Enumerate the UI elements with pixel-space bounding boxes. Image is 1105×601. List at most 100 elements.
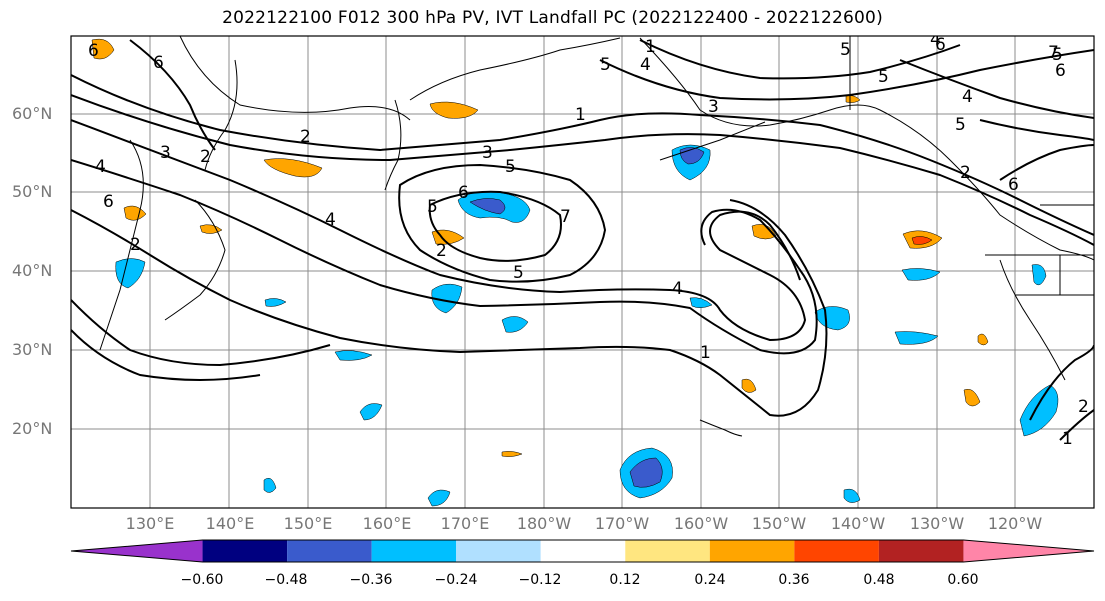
map-title: 2022122100 F012 300 hPa PV, IVT Landfall…: [222, 8, 883, 28]
contour-label: 6: [458, 183, 469, 203]
contour-label: 5: [840, 40, 851, 60]
pv-contour-line: [71, 74, 1094, 236]
contour-label: 1: [700, 343, 711, 363]
pv-contour-line: [398, 163, 607, 283]
contour-label: 2: [130, 235, 141, 255]
contour-label: 5: [513, 263, 524, 283]
colorbar-tick-label: 0.60: [947, 572, 979, 588]
negative-anomaly-region: [427, 489, 451, 507]
colorbar-tick-label: −0.12: [518, 572, 562, 588]
colorbar-tick-label: −0.48: [264, 572, 308, 588]
positive-anomaly-region: [741, 378, 757, 393]
negative-anomaly-region: [264, 298, 287, 307]
pv-contour-line: [599, 49, 1094, 101]
contour-label: 5: [600, 55, 611, 75]
contour-label: 4: [325, 210, 336, 230]
colorbar-tick-label: 0.48: [863, 572, 895, 588]
lat-label-30n: 30°N: [12, 340, 53, 359]
contour-labels: 1 2 3 4 5 6 1 2 3 4 5 6 5 6 5 4 1 3 2 4 …: [88, 30, 1089, 449]
negative-anomaly-region: [1019, 384, 1059, 437]
contour-label: 1: [645, 37, 656, 57]
coastline-california: [999, 259, 1066, 381]
contour-label: 4: [930, 30, 941, 50]
colorbar-outline: [70, 539, 1095, 563]
lon-label: 170°E: [440, 514, 490, 533]
contour-label: 4: [95, 157, 106, 177]
contour-label: 5: [427, 197, 438, 217]
pv-contour-line: [1059, 409, 1094, 441]
colorbar-extend-min: [71, 540, 203, 562]
negative-anomaly-region: [263, 478, 277, 493]
negative-anomaly-region: [894, 331, 939, 345]
colorbar-segment: [287, 540, 372, 562]
contour-label: 5: [1052, 45, 1063, 65]
map-frame: [70, 35, 1095, 509]
pv-contour-line: [71, 329, 261, 381]
contour-label: 2: [200, 147, 211, 167]
negative-anomaly-region: [843, 488, 861, 503]
lat-label-40n: 40°N: [12, 261, 53, 280]
lon-label: 150°W: [751, 514, 807, 533]
lon-label: 140°W: [830, 514, 886, 533]
positive-anomaly-region: [263, 158, 323, 178]
contour-label: 5: [878, 67, 889, 87]
contour-label: 2: [436, 241, 447, 261]
colorbar-segment: [202, 540, 288, 562]
colorbar-extend-max: [963, 540, 1094, 562]
positive-anomaly-region: [977, 333, 989, 346]
contour-label: 6: [153, 53, 164, 73]
pv-contour-line: [71, 94, 1094, 246]
pv-contour-line: [1029, 344, 1094, 421]
pv-contour-line: [899, 59, 1094, 119]
negative-anomaly-region: [1031, 264, 1047, 286]
pv-contour-line: [71, 299, 331, 367]
colorbar-tick-label: 0.36: [778, 572, 810, 588]
colorbar-segment: [709, 540, 795, 562]
positive-anomaly-region: [91, 38, 115, 60]
positive-anomaly-region: [429, 101, 479, 119]
contour-label: 6: [1055, 61, 1066, 81]
colorbar-segment: [371, 540, 457, 562]
contour-label: 2: [300, 127, 311, 147]
pv-contour-line: [428, 190, 562, 262]
pv-contour-line: [71, 119, 807, 342]
pv-contour-line: [999, 144, 1094, 181]
coastline-asia-mainland: [99, 139, 144, 351]
colorbar-tick-label: 0.24: [694, 572, 726, 588]
positive-anomaly-region: [199, 224, 223, 234]
contour-label: 4: [962, 87, 973, 107]
pv-contour-line: [71, 199, 828, 417]
contour-label: 3: [160, 143, 171, 163]
contour-label: 3: [708, 97, 719, 117]
coastline-japan: [164, 199, 226, 321]
pc-shading: [91, 38, 1059, 507]
lon-label: 140°E: [205, 514, 255, 533]
colorbar-segment: [625, 540, 710, 562]
pv-contour-line: [71, 159, 818, 355]
contour-label: 2: [960, 163, 971, 183]
lon-label: 150°E: [283, 514, 333, 533]
lat-label-20n: 20°N: [12, 419, 53, 438]
contour-label: 1: [575, 105, 586, 125]
lon-label: 130°E: [125, 514, 175, 533]
contour-label: 7: [560, 207, 571, 227]
negative-anomaly-core: [469, 198, 506, 215]
coastline-hawaii: [699, 419, 743, 437]
pv-contour-line: [129, 39, 216, 151]
coastline-siberia: [179, 36, 411, 121]
negative-anomaly-region: [334, 350, 373, 361]
contour-label: 5: [955, 115, 966, 135]
positive-anomaly-region: [751, 224, 777, 240]
contour-label: 6: [88, 41, 99, 61]
lon-label: 130°W: [909, 514, 965, 533]
negative-anomaly-region: [359, 403, 383, 421]
lon-label: 160°E: [362, 514, 412, 533]
colorbar-segment: [878, 540, 964, 562]
lon-label: 120°W: [987, 514, 1043, 533]
positive-anomaly-region: [501, 451, 523, 457]
negative-anomaly-region: [901, 268, 941, 281]
negative-anomaly-region: [115, 258, 146, 289]
lon-label: 170°W: [594, 514, 650, 533]
coastline-aleutians: [659, 121, 766, 161]
